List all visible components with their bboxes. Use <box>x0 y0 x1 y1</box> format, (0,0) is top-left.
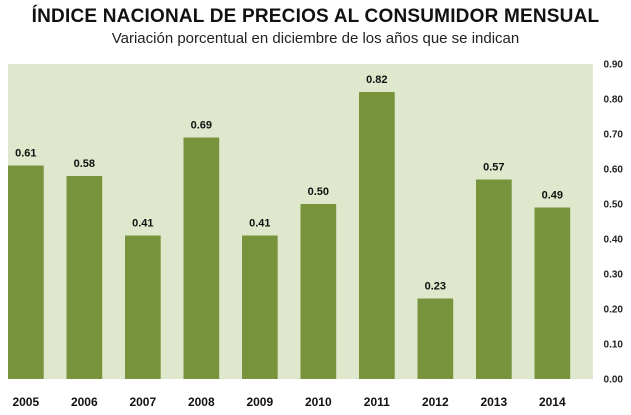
y-tick-label-0-10: 0.10 <box>604 340 624 351</box>
bar-2007 <box>125 235 161 379</box>
data-label-2007: 0.41 <box>132 218 153 230</box>
x-tick-label-2010: 2010 <box>305 395 332 409</box>
data-label-2012: 0.23 <box>425 281 446 293</box>
y-tick-label-0-90: 0.90 <box>604 60 624 71</box>
y-tick-label-0-00: 0.00 <box>604 375 624 386</box>
data-label-2006: 0.58 <box>74 158 95 170</box>
bar-2011 <box>359 92 395 379</box>
y-tick-label-0-50: 0.50 <box>604 200 624 211</box>
data-label-2005: 0.61 <box>15 148 36 160</box>
data-label-2011: 0.82 <box>366 74 387 86</box>
bar-2008 <box>183 137 220 379</box>
data-label-2010: 0.50 <box>308 186 329 198</box>
x-tick-label-2013: 2013 <box>480 395 507 409</box>
y-tick-label-0-60: 0.60 <box>604 165 624 176</box>
chart-subtitle: Variación porcentual en diciembre de los… <box>111 30 520 47</box>
bar-2014 <box>534 207 571 379</box>
x-tick-label-2009: 2009 <box>246 395 273 409</box>
y-tick-label-0-40: 0.40 <box>604 235 624 246</box>
data-label-2014: 0.49 <box>542 190 563 202</box>
y-tick-label-0-80: 0.80 <box>604 95 624 106</box>
data-label-2009: 0.41 <box>249 218 270 230</box>
y-tick-label-0-30: 0.30 <box>604 270 624 281</box>
y-tick-label-0-70: 0.70 <box>604 130 624 141</box>
y-axis: 0.00 0.10 0.20 0.30 0.40 0.50 0.60 0.70 0.80 0.90 <box>604 60 624 386</box>
bar-2005 <box>8 165 44 379</box>
x-tick-label-2006: 2006 <box>71 395 98 409</box>
bar-2006 <box>66 176 103 379</box>
bar-2009 <box>242 235 278 379</box>
bar-2013 <box>476 179 512 379</box>
data-label-2013: 0.57 <box>483 162 504 174</box>
data-labels-group: 0.61 0.58 0.41 0.69 0.41 0.50 0.82 0.23 0.57 0.49 <box>15 74 563 293</box>
x-tick-label-2012: 2012 <box>422 395 449 409</box>
y-tick-label-0-20: 0.20 <box>604 305 624 316</box>
x-tick-label-2011: 2011 <box>364 395 390 409</box>
chart-title: ÍNDICE NACIONAL DE PRECIOS AL CONSUMIDOR… <box>31 6 600 27</box>
data-label-2008: 0.69 <box>191 120 212 132</box>
bars-group <box>8 92 571 379</box>
x-tick-label-2014: 2014 <box>539 395 566 409</box>
bar-2012 <box>417 298 454 379</box>
x-tick-label-2008: 2008 <box>188 395 215 409</box>
bar-2010 <box>300 204 337 379</box>
x-tick-label-2007: 2007 <box>129 395 156 409</box>
x-axis: 2005 2006 2007 2008 2009 2010 2011 2012 2013 2014 <box>12 395 566 409</box>
x-tick-label-2005: 2005 <box>12 395 39 409</box>
